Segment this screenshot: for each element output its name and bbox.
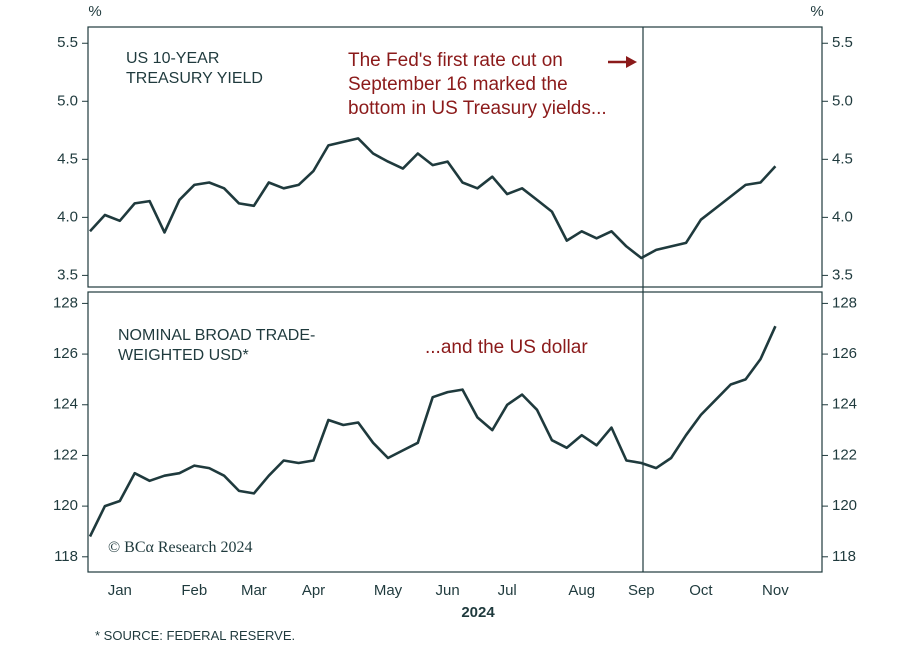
y-tick-label: 4.5: [57, 150, 78, 167]
annotation: ...and the US dollar: [425, 337, 588, 358]
y-tick-label: 3.5: [57, 266, 78, 283]
y-tick-label: 128: [53, 294, 78, 311]
y-tick-label: 126: [53, 345, 78, 362]
line: [88, 325, 777, 538]
x-tick-label: Feb: [181, 582, 207, 599]
panel-title: US 10-YEAR TREASURY YIELD: [126, 50, 263, 87]
x-tick-label: Sep: [628, 582, 655, 599]
x-tick-label: Nov: [762, 582, 789, 599]
y-tick-label: 5.5: [57, 34, 78, 51]
x-tick-label: May: [374, 582, 403, 599]
y-tick-label-right: 5.0: [832, 92, 853, 109]
y-tick-label-right: 128: [832, 294, 857, 311]
plot-frame: [87, 26, 823, 288]
copyright: © BCα Research 2024: [108, 539, 253, 556]
y-unit-right: %: [810, 3, 823, 20]
x-tick-label: Jun: [436, 582, 460, 599]
x-axis-label: 2024: [461, 604, 495, 621]
y-tick-label-right: 5.5: [832, 34, 853, 51]
x-tick-label: Oct: [689, 582, 713, 599]
y-unit: %: [88, 3, 101, 20]
panel-title: NOMINAL BROAD TRADE-WEIGHTED USD*: [118, 327, 316, 364]
y-tick-label-right: 4.0: [832, 208, 853, 225]
x-tick-label: Mar: [241, 582, 267, 599]
y-tick-label-right: 126: [832, 345, 857, 362]
source: * SOURCE: FEDERAL RESERVE.: [95, 628, 296, 643]
line: [89, 137, 777, 260]
y-tick-label: 120: [53, 497, 78, 514]
y-tick-label-right: 122: [832, 446, 857, 463]
annotation: The Fed's first rate cut on September 16…: [348, 50, 607, 119]
y-tick-label: 4.0: [57, 208, 78, 225]
y-tick-label-right: 124: [832, 396, 857, 413]
y-tick-label-right: 118: [832, 548, 856, 565]
arrow-head: [626, 56, 637, 68]
y-tick-label: 5.0: [57, 92, 78, 109]
x-tick-label: Jul: [498, 582, 517, 599]
x-tick-label: Apr: [302, 582, 325, 599]
x-tick-label: Jan: [108, 582, 132, 599]
y-tick-label-right: 3.5: [832, 266, 853, 283]
x-tick-label: Aug: [568, 582, 595, 599]
y-tick-label-right: 120: [832, 497, 857, 514]
y-tick-label: 124: [53, 396, 78, 413]
y-tick-label: 118: [54, 548, 78, 565]
y-tick-label: 122: [53, 446, 78, 463]
y-tick-label-right: 4.5: [832, 150, 853, 167]
plot-frame: [87, 291, 823, 573]
